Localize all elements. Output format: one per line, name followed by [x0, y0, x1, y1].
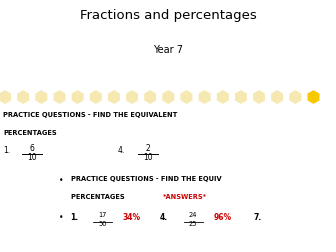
Text: 25: 25 — [189, 221, 198, 227]
Text: PRACTICE QUESTIONS - FIND THE EQUIV: PRACTICE QUESTIONS - FIND THE EQUIV — [71, 176, 221, 182]
Text: •: • — [59, 213, 63, 222]
Text: 6: 6 — [30, 144, 34, 153]
Polygon shape — [71, 89, 84, 105]
Text: •: • — [59, 176, 63, 185]
Polygon shape — [253, 89, 265, 105]
Text: 50: 50 — [98, 221, 107, 227]
Polygon shape — [162, 89, 175, 105]
Polygon shape — [53, 89, 66, 105]
Text: 2: 2 — [145, 144, 150, 153]
Polygon shape — [180, 89, 193, 105]
Text: PERCENTAGES: PERCENTAGES — [71, 194, 126, 200]
Polygon shape — [216, 89, 229, 105]
Polygon shape — [35, 89, 48, 105]
Text: *ANSWERS*: *ANSWERS* — [163, 194, 207, 200]
Text: 4.: 4. — [118, 146, 125, 155]
Text: Year 7: Year 7 — [153, 45, 183, 55]
Text: 10: 10 — [27, 153, 37, 162]
Polygon shape — [108, 89, 120, 105]
Text: Fractions and percentages: Fractions and percentages — [80, 9, 256, 22]
Text: 96%: 96% — [213, 213, 232, 222]
Polygon shape — [198, 89, 211, 105]
Text: PRACTICE QUESTIONS - FIND THE EQUIVALENT: PRACTICE QUESTIONS - FIND THE EQUIVALENT — [3, 112, 178, 118]
Polygon shape — [17, 89, 30, 105]
Text: 1.: 1. — [3, 146, 10, 155]
Text: 4.: 4. — [160, 213, 168, 222]
Text: PERCENTAGES: PERCENTAGES — [3, 130, 57, 136]
Text: 1.: 1. — [71, 213, 79, 222]
Polygon shape — [271, 89, 284, 105]
Polygon shape — [0, 89, 11, 105]
Text: 17: 17 — [98, 212, 107, 218]
Text: 34%: 34% — [123, 213, 141, 222]
Polygon shape — [126, 89, 138, 105]
Polygon shape — [289, 89, 302, 105]
Polygon shape — [144, 89, 157, 105]
Text: 10: 10 — [143, 153, 153, 162]
Polygon shape — [89, 89, 102, 105]
Polygon shape — [235, 89, 247, 105]
Text: 24: 24 — [189, 212, 198, 218]
Polygon shape — [307, 89, 320, 105]
Text: 7.: 7. — [254, 213, 262, 222]
